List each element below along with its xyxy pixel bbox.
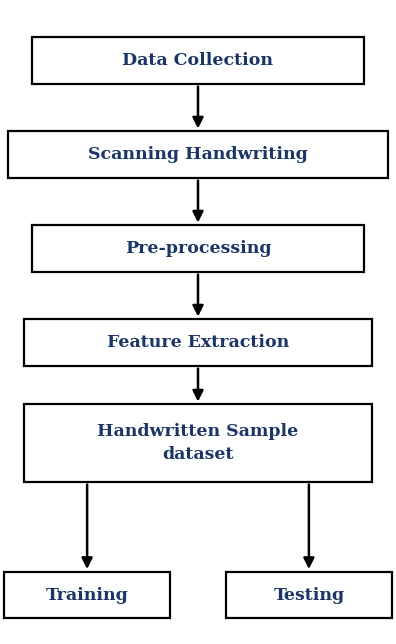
Text: Pre-processing: Pre-processing (125, 240, 271, 257)
FancyBboxPatch shape (8, 131, 388, 178)
FancyBboxPatch shape (24, 404, 372, 482)
Text: Data Collection: Data Collection (122, 52, 274, 69)
FancyBboxPatch shape (226, 572, 392, 618)
Text: Testing: Testing (273, 587, 345, 603)
Text: Scanning Handwriting: Scanning Handwriting (88, 146, 308, 163)
Text: Training: Training (46, 587, 128, 603)
FancyBboxPatch shape (4, 572, 170, 618)
Text: Handwritten Sample
dataset: Handwritten Sample dataset (97, 424, 299, 462)
FancyBboxPatch shape (32, 225, 364, 272)
Text: Feature Extraction: Feature Extraction (107, 334, 289, 351)
FancyBboxPatch shape (24, 319, 372, 366)
FancyBboxPatch shape (32, 37, 364, 84)
